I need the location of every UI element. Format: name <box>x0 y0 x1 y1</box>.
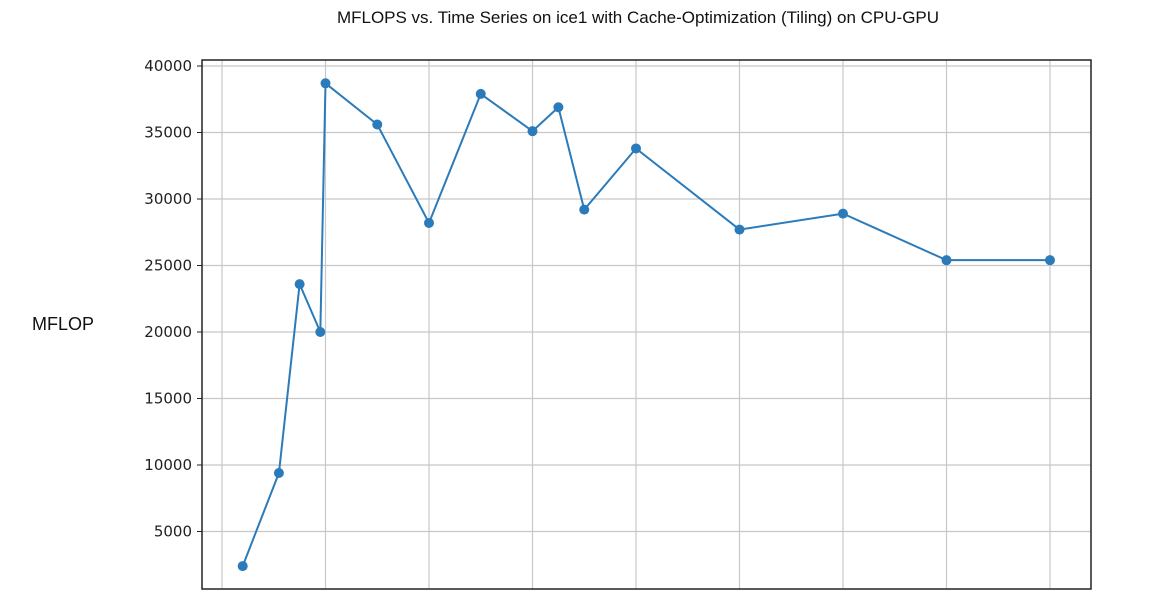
plot-frame <box>201 59 1092 590</box>
series-line <box>241 81 1050 567</box>
data-point-4 <box>320 78 331 89</box>
data-point-8 <box>527 126 538 137</box>
y-tick-label-10000: 10000 <box>144 456 192 474</box>
data-point-3 <box>315 327 326 337</box>
y-tick-label-30000: 30000 <box>144 190 192 208</box>
series-polyline <box>241 81 1050 567</box>
y-tick-labels: 5000 10000 15000 20000 25000 30000 35000 40000 <box>144 57 202 541</box>
data-point-6 <box>424 217 434 228</box>
data-point-0 <box>237 561 248 572</box>
y-tick-label-25000: 25000 <box>144 257 192 275</box>
y-tick-label-40000: 40000 <box>144 57 192 75</box>
chart-title: MFLOPS vs. Time Series on ice1 with Cach… <box>336 8 940 27</box>
data-point-11 <box>631 143 641 154</box>
data-point-7 <box>475 88 486 99</box>
data-point-2 <box>294 279 305 290</box>
y-tick-label-20000: 20000 <box>144 323 192 341</box>
data-point-9 <box>553 102 564 113</box>
data-point-14 <box>941 255 952 266</box>
data-point-12 <box>734 224 745 235</box>
data-point-13 <box>838 208 848 219</box>
data-point-5 <box>372 119 383 130</box>
y-tick-label-15000: 15000 <box>144 390 192 408</box>
x-gridlines <box>221 60 1051 589</box>
data-point-1 <box>273 467 284 478</box>
y-axis-label: MFLOP <box>32 314 95 334</box>
data-point-10 <box>579 204 590 215</box>
y-tick-label-35000: 35000 <box>144 124 192 142</box>
y-gridlines <box>202 65 1091 533</box>
data-point-15 <box>1045 255 1055 266</box>
data-points <box>237 78 1055 572</box>
y-tick-label-5000: 5000 <box>154 523 192 541</box>
